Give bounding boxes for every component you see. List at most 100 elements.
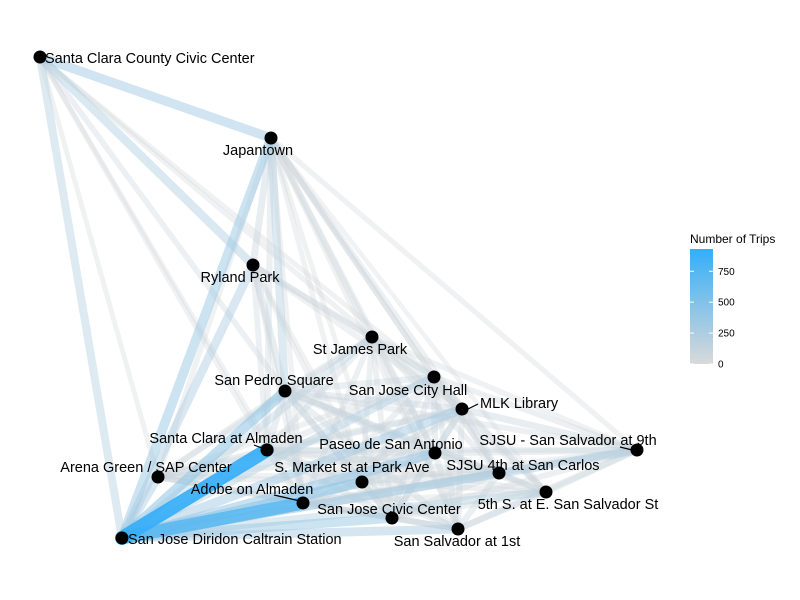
node-smarket xyxy=(355,475,369,489)
label-leaders-layer xyxy=(253,403,633,502)
edge-smarket-fifth xyxy=(359,479,549,495)
edge-sjsu9th-adobe xyxy=(300,447,640,506)
legend-ticks: 0 250 500 750 xyxy=(690,267,735,371)
edge-civic-scalmaden xyxy=(37,54,270,453)
edge-stjames-sjsu4th xyxy=(369,334,502,476)
edge-sjsu9th-sjsu4th xyxy=(495,446,641,477)
legend-tick-label: 0 xyxy=(718,360,724,371)
edge-adobe-fifth xyxy=(300,489,549,506)
node-label-smarket: S. Market st at Park Ave xyxy=(274,460,429,476)
edge-scalmaden-diridon xyxy=(115,443,274,545)
node-sansalvador xyxy=(451,522,465,536)
legend-tick-label: 250 xyxy=(718,329,735,340)
edge-mlk-civiccenter xyxy=(388,405,466,522)
edge-sjsu4th-sansalvador xyxy=(454,469,503,533)
edge-civic-adobe xyxy=(37,54,306,506)
edge-ryland-mlk xyxy=(250,262,465,412)
node-cityhall xyxy=(427,370,441,384)
edge-mlk-sjsu9th xyxy=(458,405,641,454)
edge-mlk-fifth xyxy=(458,405,550,496)
edge-cityhall-scalmaden xyxy=(263,373,438,454)
edge-stjames-mlk xyxy=(368,333,466,413)
edge-paseo-civiccenter xyxy=(388,449,439,522)
edge-japantown-sjsu4th xyxy=(268,135,502,476)
node-diridon xyxy=(115,531,129,545)
edge-japantown-paseo xyxy=(268,135,438,456)
edge-japantown-adobe xyxy=(268,135,306,506)
edge-stjames-adobe xyxy=(300,334,375,506)
edge-sjsu9th-fifth xyxy=(542,446,641,496)
edge-japantown-scalmaden xyxy=(263,134,275,454)
edge-ryland-cityhall xyxy=(250,262,437,380)
node-label-japantown: Japantown xyxy=(223,143,293,159)
node-japantown xyxy=(264,131,278,145)
edge-mlk-paseo xyxy=(431,405,466,457)
edge-sjsu4th-adobe xyxy=(299,469,503,507)
node-adobe xyxy=(296,496,310,510)
edge-scalmaden-sjsu4th xyxy=(263,446,503,477)
edge-japantown-stjames xyxy=(267,134,376,341)
edge-paseo-sjsu9th xyxy=(431,446,641,457)
node-label-scalmaden: Santa Clara at Almaden xyxy=(149,431,302,447)
node-label-mlk: MLK Library xyxy=(480,396,559,412)
edge-fifth-sansalvador xyxy=(454,488,550,533)
node-fifth xyxy=(539,485,553,499)
edge-adobe-diridon xyxy=(115,496,310,545)
node-label-stjames: St James Park xyxy=(313,342,408,358)
node-label-sanpedro: San Pedro Square xyxy=(214,373,333,389)
edge-japantown-civiccenter xyxy=(268,135,395,521)
node-label-diridon: San Jose Diridon Caltrain Station xyxy=(128,532,342,548)
leader-adobe xyxy=(273,494,301,502)
edge-ryland-adobe xyxy=(250,262,306,506)
edge-stjames-civiccenter xyxy=(369,334,395,521)
edge-japantown-fifth xyxy=(268,135,549,495)
edge-ryland-scalmaden xyxy=(250,262,270,453)
edge-sjsu4th-fifth xyxy=(495,469,550,496)
node-arena xyxy=(151,470,165,484)
node-label-cityhall: San Jose City Hall xyxy=(349,383,467,399)
node-label-sjsu9th: SJSU - San Salvador at 9th xyxy=(479,433,656,449)
edge-stjames-cityhall xyxy=(368,333,438,381)
edge-civic-arena xyxy=(37,54,161,480)
edge-japantown-diridon xyxy=(117,133,276,543)
edge-japantown-sanpedro xyxy=(266,133,290,396)
edge-scalmaden-fifth xyxy=(264,447,549,495)
edge-smarket-civiccenter xyxy=(358,478,396,522)
edge-civic-ryland xyxy=(35,52,258,270)
legend-tick-label: 500 xyxy=(718,298,735,309)
edge-mlk-diridon xyxy=(117,404,467,543)
edge-civic-stjames xyxy=(37,54,375,340)
node-label-adobe: Adobe on Almaden xyxy=(191,482,314,498)
node-label-ryland: Ryland Park xyxy=(201,270,281,286)
edge-japantown-smarket xyxy=(268,135,365,485)
legend-title: Number of Trips xyxy=(690,232,775,246)
edge-stjames-paseo xyxy=(368,333,439,457)
edge-cityhall-sansalvador xyxy=(431,374,461,532)
edge-japantown-sjsu9th xyxy=(268,135,640,453)
labels-layer: Santa Clara County Civic Center Japantown… xyxy=(45,51,658,550)
edge-mlk-sansalvador xyxy=(454,405,466,533)
node-stjames xyxy=(365,330,379,344)
legend-colorbar xyxy=(690,249,713,364)
node-label-arena: Arena Green / SAP Center xyxy=(60,460,232,476)
edge-mlk-sjsu4th xyxy=(458,405,503,477)
node-sjsu9th xyxy=(630,443,644,457)
edge-cityhall-sjsu4th xyxy=(431,374,502,476)
edge-cityhall-sjsu9th xyxy=(431,374,640,453)
edge-japantown-cityhall xyxy=(268,135,437,380)
node-ryland xyxy=(246,258,260,272)
edge-civic-diridon xyxy=(35,52,127,543)
edge-sanpedro-adobe xyxy=(281,387,307,507)
node-label-sjsu4th: SJSU 4th at San Carlos xyxy=(446,458,599,474)
edge-japantown-sansalvador xyxy=(268,135,461,532)
edge-scalmaden-sansalvador xyxy=(263,446,462,533)
edge-stjames-scalmaden xyxy=(263,333,376,454)
edge-paseo-fifth xyxy=(431,449,550,496)
edge-fifth-civiccenter xyxy=(388,488,550,522)
node-civic xyxy=(33,50,47,64)
edge-civiccenter-sansalvador xyxy=(388,514,462,533)
edge-stjames-smarket xyxy=(359,334,375,485)
node-label-civic: Santa Clara County Civic Center xyxy=(45,51,255,67)
